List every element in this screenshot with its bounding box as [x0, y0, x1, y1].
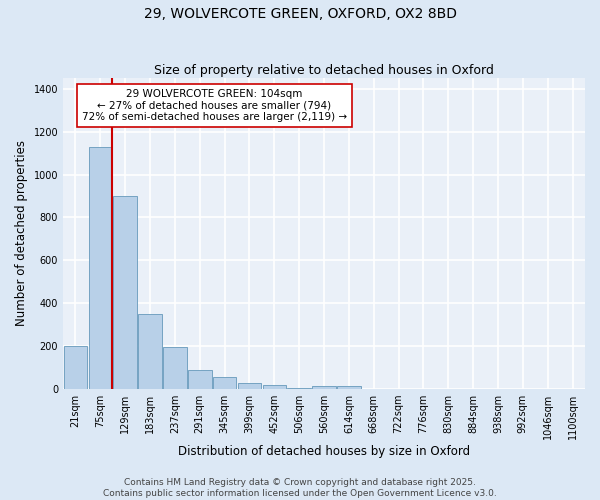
- Bar: [263, 384, 286, 389]
- Title: Size of property relative to detached houses in Oxford: Size of property relative to detached ho…: [154, 64, 494, 77]
- Bar: [64, 346, 87, 389]
- Bar: [287, 388, 311, 389]
- Bar: [163, 347, 187, 389]
- Bar: [188, 370, 212, 389]
- Bar: [113, 196, 137, 389]
- Y-axis label: Number of detached properties: Number of detached properties: [15, 140, 28, 326]
- Bar: [89, 146, 112, 389]
- Bar: [138, 314, 162, 389]
- Bar: [213, 377, 236, 389]
- X-axis label: Distribution of detached houses by size in Oxford: Distribution of detached houses by size …: [178, 444, 470, 458]
- Bar: [337, 386, 361, 389]
- Text: Contains HM Land Registry data © Crown copyright and database right 2025.
Contai: Contains HM Land Registry data © Crown c…: [103, 478, 497, 498]
- Bar: [312, 386, 336, 389]
- Text: 29 WOLVERCOTE GREEN: 104sqm
← 27% of detached houses are smaller (794)
72% of se: 29 WOLVERCOTE GREEN: 104sqm ← 27% of det…: [82, 89, 347, 122]
- Bar: [238, 384, 261, 389]
- Text: 29, WOLVERCOTE GREEN, OXFORD, OX2 8BD: 29, WOLVERCOTE GREEN, OXFORD, OX2 8BD: [143, 8, 457, 22]
